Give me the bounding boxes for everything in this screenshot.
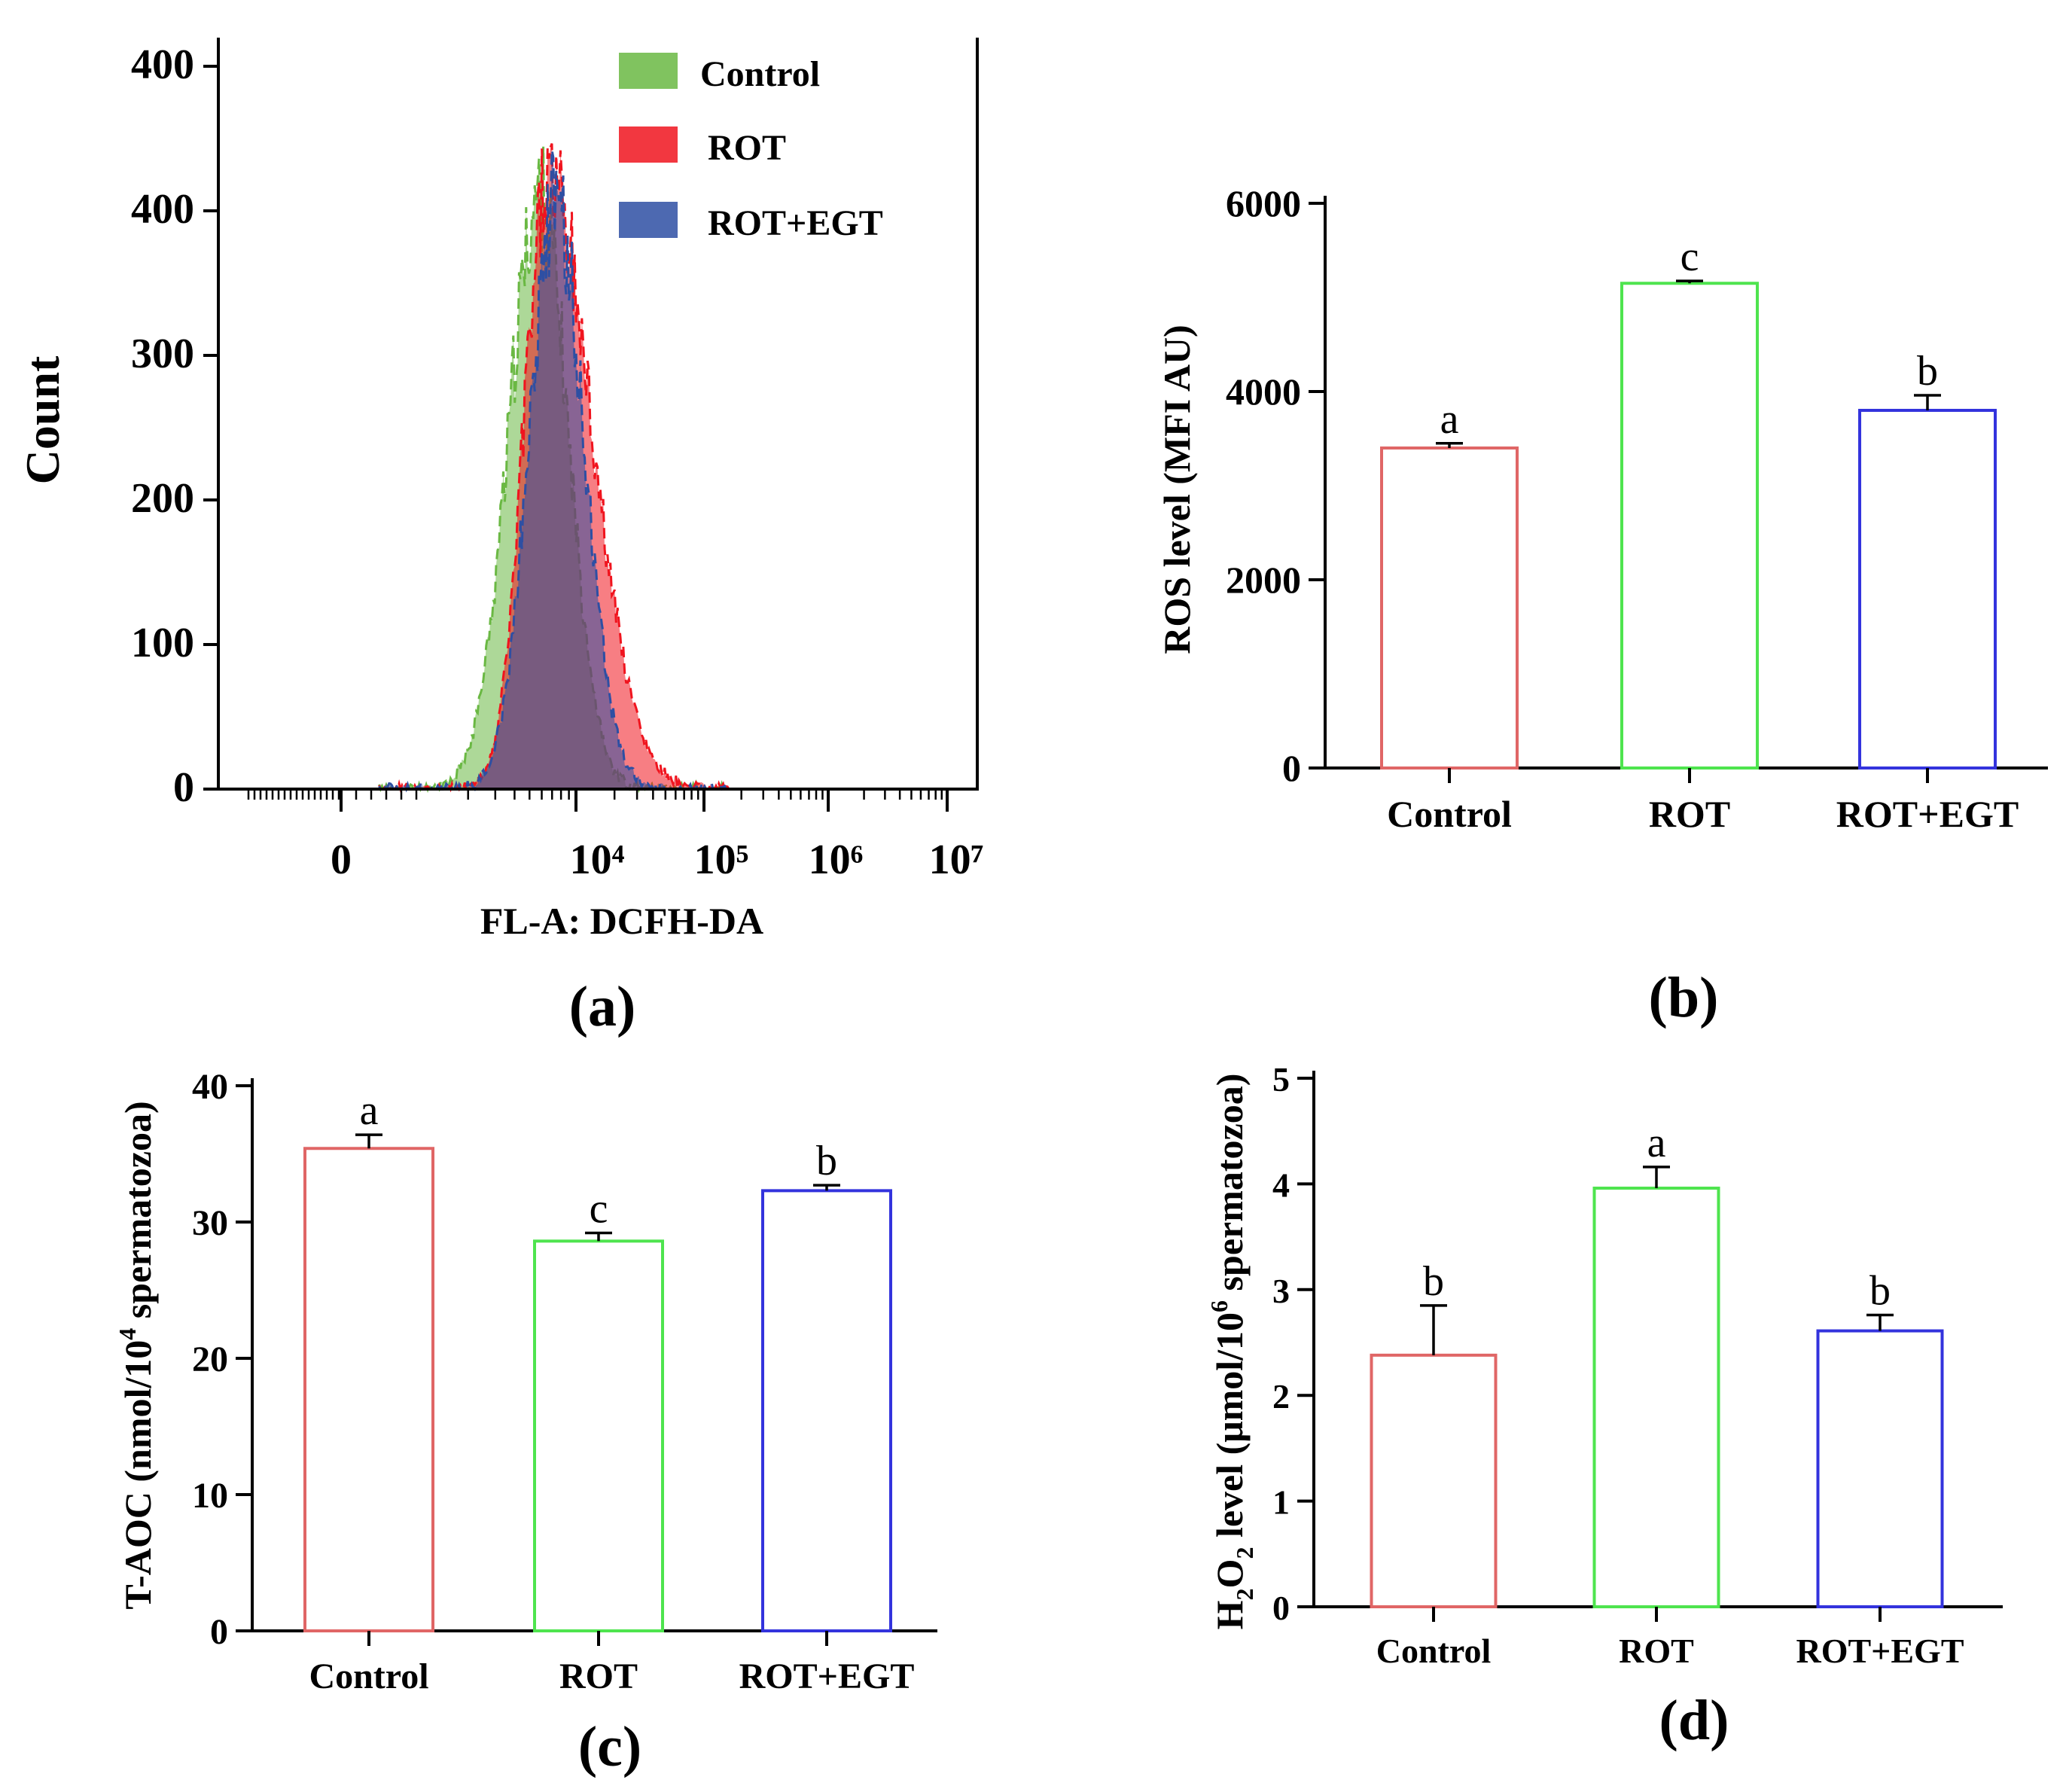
y-tick-label: 400 [131,186,194,233]
y-tick-label: 3 [1272,1272,1290,1310]
significance-letter: c [590,1185,608,1232]
x-tick-label: 10⁶ [809,837,864,883]
x-category-label: ROT [559,1656,638,1696]
significance-letter: b [1917,348,1938,395]
legend-label-control: Control [700,54,820,94]
x-tick-label: 0 [331,837,352,883]
panel-a-axes [217,38,979,791]
panel-b-label: (b) [1649,966,1719,1029]
x-tick-label: 10⁴ [570,837,625,883]
panel-c-taoc-bar-chart: T-AOC (nmol/104 spermatozoa) (c) 0 10 20 30… [114,1067,937,1778]
y-tick-label: 2 [1272,1377,1290,1416]
bar-control [1380,446,1519,770]
bar-control [1370,1353,1498,1609]
bar-rot-egt [761,1189,892,1632]
significance-letter: a [1647,1120,1666,1166]
bar-rot-egt [1816,1329,1944,1609]
panel-d-label: (d) [1659,1689,1729,1752]
panel-c-label: (c) [578,1715,641,1778]
panel-c-y-axis-title: T-AOC (nmol/104 spermatozoa) [114,1101,159,1609]
y-tick-label: 10 [192,1476,228,1516]
y-tick-label: 0 [210,1612,228,1652]
panel-a-x-ticks: 0 10⁴ 10⁵ 10⁶ 10⁷ [247,789,984,883]
x-tick-label: 10⁵ [694,837,749,883]
x-tick-label: 10⁷ [929,837,984,883]
panel-a-histogram: 0 100 200 300 400 400 0 10⁴ 10⁵ 10⁶ 10⁷ Count FL-… [16,38,983,1038]
y-tick-label: 1 [1272,1483,1290,1522]
y-tick-label: 0 [173,764,194,811]
bar-rot [533,1239,664,1632]
panel-b-ros-bar-chart: ROS level (MFI AU) (b) 0 2000 4000 6000 a Con… [1156,182,2048,1029]
panel-a-legend: Control ROT ROT+EGT [619,53,883,243]
x-category-label: ROT+EGT [1836,793,2019,835]
y-tick-label: 30 [192,1203,228,1243]
legend-swatch-rot [619,126,678,163]
x-category-label: ROT [1619,1632,1694,1670]
panel-b-y-axis-title: ROS level (MFI AU) [1156,325,1198,654]
legend-label-rot-egt: ROT+EGT [708,203,883,243]
significance-letter: a [1440,396,1459,443]
significance-letter: b [1869,1267,1891,1314]
legend-label-rot: ROT [708,128,786,168]
y-tick-label: 200 [131,475,194,522]
x-category-label: ROT+EGT [1796,1632,1964,1670]
panel-a-x-axis-title: FL-A: DCFH-DA [480,900,763,942]
x-category-label: Control [1387,793,1512,835]
significance-letter: c [1681,233,1699,280]
y-tick-label: 4000 [1226,370,1301,413]
legend-swatch-control [619,53,678,89]
panel-a-y-ticks: 0 100 200 300 400 400 [131,41,218,811]
significance-letter: b [816,1138,837,1184]
histogram-curves [378,143,730,794]
y-tick-label: 20 [192,1339,228,1379]
y-tick-label: 2000 [1226,559,1301,601]
y-tick-label: 400 [131,41,194,88]
panel-a-label: (a) [569,975,636,1038]
bar-rot [1620,282,1759,770]
x-category-label: Control [309,1656,428,1696]
x-category-label: ROT [1649,793,1730,835]
y-tick-label: 40 [192,1067,228,1107]
panel-a-y-axis-title: Count [16,355,69,484]
bar-rot [1592,1187,1720,1608]
x-category-label: ROT+EGT [739,1656,915,1696]
panel-d-h2o2-bar-chart: H2O2 level (μmol/106 spermatozoa) (d) 0 1… [1205,1060,2003,1752]
significance-letter: a [360,1087,379,1134]
panel-d-y-axis-title: H2O2 level (μmol/106 spermatozoa) [1205,1074,1258,1630]
significance-letter: b [1423,1258,1444,1305]
y-tick-label: 300 [131,331,194,377]
histogram-outline-rot [378,143,730,793]
y-tick-label: 100 [131,620,194,666]
y-tick-label: 0 [1282,747,1301,789]
x-category-label: Control [1376,1632,1492,1670]
y-tick-label: 4 [1272,1166,1290,1204]
y-tick-label: 0 [1272,1589,1290,1627]
bar-control [303,1147,434,1632]
bar-rot-egt [1858,409,1997,770]
y-tick-label: 5 [1272,1060,1290,1099]
histogram-fill-rot-egt [379,150,730,790]
legend-swatch-rot-egt [619,202,678,238]
y-tick-label: 6000 [1226,182,1301,224]
